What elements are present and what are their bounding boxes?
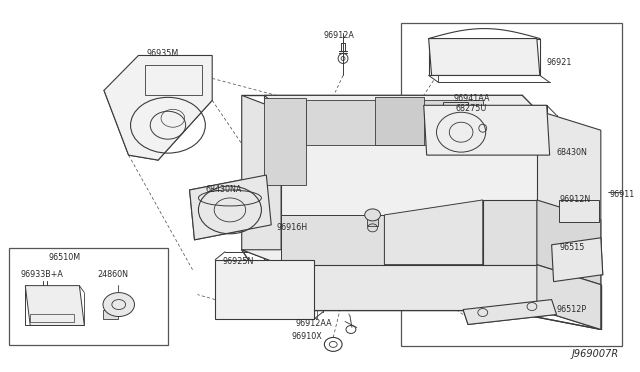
Text: J969007R: J969007R <box>572 349 618 359</box>
Polygon shape <box>26 286 84 326</box>
Text: 96933B+A: 96933B+A <box>20 270 63 279</box>
Polygon shape <box>189 175 271 240</box>
Bar <box>374 97 424 145</box>
Polygon shape <box>264 95 537 110</box>
Polygon shape <box>306 100 483 145</box>
Polygon shape <box>463 299 557 324</box>
Polygon shape <box>537 265 601 330</box>
Text: 96921: 96921 <box>547 58 572 67</box>
Text: 96912AA: 96912AA <box>296 318 332 327</box>
Text: 96912A: 96912A <box>323 31 355 39</box>
Polygon shape <box>424 105 550 155</box>
Text: 96510M: 96510M <box>49 253 81 262</box>
Bar <box>401 23 623 346</box>
Bar <box>30 314 74 323</box>
Bar <box>444 102 468 120</box>
Text: 96935M: 96935M <box>147 48 179 58</box>
Text: 96941AA: 96941AA <box>453 94 490 103</box>
Polygon shape <box>104 55 212 160</box>
Text: 96912N: 96912N <box>559 195 591 204</box>
Polygon shape <box>264 98 306 185</box>
Text: 96515: 96515 <box>559 243 585 252</box>
Polygon shape <box>242 95 281 265</box>
Text: 96910X: 96910X <box>292 333 323 341</box>
Bar <box>145 65 202 95</box>
Text: 24860N: 24860N <box>97 270 128 279</box>
Text: 68430NA: 68430NA <box>205 185 242 194</box>
Polygon shape <box>537 265 601 330</box>
Text: 96916H: 96916H <box>276 223 307 232</box>
Polygon shape <box>537 110 601 285</box>
Polygon shape <box>242 250 537 265</box>
Text: 96512P: 96512P <box>557 305 587 314</box>
Polygon shape <box>429 39 540 76</box>
Polygon shape <box>281 110 537 265</box>
Polygon shape <box>385 200 483 265</box>
Polygon shape <box>281 265 537 310</box>
Ellipse shape <box>365 209 380 221</box>
Text: 96925N: 96925N <box>222 257 253 266</box>
Bar <box>367 218 378 226</box>
Text: 68430N: 68430N <box>557 148 588 157</box>
Ellipse shape <box>103 293 134 317</box>
Bar <box>559 200 599 222</box>
Polygon shape <box>537 200 601 285</box>
Bar <box>215 260 314 320</box>
Text: 68275U: 68275U <box>455 104 486 113</box>
Text: 96911: 96911 <box>610 190 635 199</box>
Polygon shape <box>281 215 385 265</box>
Polygon shape <box>552 238 603 282</box>
Bar <box>103 310 118 320</box>
Polygon shape <box>483 200 537 265</box>
Bar <box>8 248 168 346</box>
